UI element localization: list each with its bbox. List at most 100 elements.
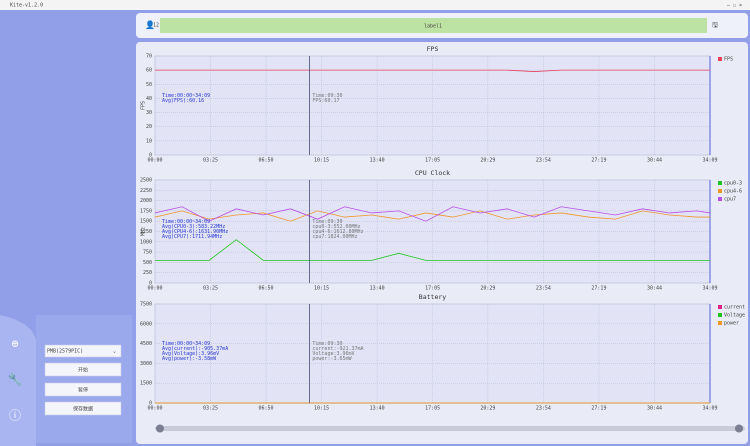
sidebar-menu xyxy=(0,315,36,446)
control-panel xyxy=(36,315,132,443)
legend-label: FPS xyxy=(724,57,733,63)
summary-text: Avg(current):-905.37mA xyxy=(162,346,228,352)
status-field xyxy=(160,18,707,33)
legend-label: Voltage xyxy=(724,313,745,319)
legend-swatch xyxy=(718,197,722,201)
button-label: 暂停 xyxy=(78,387,88,394)
scroll-handle-left[interactable] xyxy=(156,424,164,433)
y-tick-label: 0 xyxy=(149,401,152,407)
summary-text: Time:00:00~34:09 xyxy=(162,93,210,99)
x-tick-label: 06:50 xyxy=(259,406,274,412)
dropdown-arrow: ⌄ xyxy=(113,349,116,355)
y-tick-label: 10 xyxy=(146,138,152,144)
legend-swatch xyxy=(718,305,722,309)
window-title: Kite-v1.2.0 xyxy=(10,3,43,9)
legend-swatch xyxy=(718,189,722,193)
cursor-text: cpu7:1824.00MHz xyxy=(312,234,357,240)
x-tick-label: 10:15 xyxy=(314,406,329,412)
legend-label: current xyxy=(724,305,745,311)
chart-title: Battery xyxy=(419,293,446,301)
y-tick-label: 6000 xyxy=(140,321,152,327)
summary-text: Avg(FPS):60.16 xyxy=(162,98,204,104)
x-tick-label: 03:25 xyxy=(203,406,218,412)
x-tick-label: 20:29 xyxy=(480,158,495,164)
chart-title: FPS xyxy=(427,45,439,53)
x-tick-label: 10:15 xyxy=(314,158,329,164)
cursor-text: cpu0-3:552.00MHz xyxy=(312,224,360,230)
y-tick-label: 1750 xyxy=(140,208,152,214)
scrollbar-track[interactable] xyxy=(155,426,745,431)
title-bar xyxy=(0,0,750,10)
user-count: 12 xyxy=(153,23,159,29)
chart-title: CPU Clock xyxy=(415,169,450,177)
x-tick-label: 13:40 xyxy=(370,158,385,164)
x-tick-label: 23:54 xyxy=(536,158,551,164)
series-line xyxy=(155,69,710,72)
x-tick-label: 10:15 xyxy=(314,286,329,292)
x-tick-label: 20:29 xyxy=(480,406,495,412)
y-axis-label: FPS xyxy=(141,101,147,110)
cursor-text: power:-3.65mW xyxy=(312,356,352,362)
process-select[interactable] xyxy=(44,344,122,358)
x-tick-label: 30:44 xyxy=(647,286,662,292)
add-icon[interactable]: ⊕ xyxy=(11,337,18,351)
x-tick-label: 17:05 xyxy=(425,158,440,164)
y-tick-label: 4500 xyxy=(140,341,152,347)
x-tick-label: 27:19 xyxy=(591,286,606,292)
summary-text: Avg(Voltage):3.96mV xyxy=(162,351,219,357)
info-icon[interactable]: ⓘ xyxy=(9,409,21,423)
cursor-text: Time:09:30 xyxy=(312,341,342,347)
summary-text: Avg(CPU0-3):583.22MHz xyxy=(162,224,225,230)
x-tick-label: 27:19 xyxy=(591,406,606,412)
window-buttons[interactable]: — ☐ ✕ xyxy=(727,3,742,9)
x-tick-label: 34:09 xyxy=(702,406,717,412)
y-tick-label: 30 xyxy=(146,110,152,116)
user-icon: 👤 xyxy=(145,20,155,30)
y-tick-label: 2000 xyxy=(140,198,152,204)
y-tick-label: 0 xyxy=(149,281,152,287)
y-tick-label: 3000 xyxy=(140,361,152,367)
y-tick-label: 250 xyxy=(143,270,152,276)
x-tick-label: 20:29 xyxy=(480,286,495,292)
x-tick-label: 30:44 xyxy=(647,406,662,412)
x-tick-label: 23:54 xyxy=(536,286,551,292)
x-tick-label: 00:00 xyxy=(147,158,162,164)
y-axis-label: MHz xyxy=(141,227,147,236)
y-tick-label: 1250 xyxy=(140,229,152,235)
status-label: label1 xyxy=(424,24,442,30)
y-tick-label: 20 xyxy=(146,124,152,130)
y-tick-label: 40 xyxy=(146,96,152,102)
settings-icon[interactable]: 🔧 xyxy=(8,372,23,387)
series-line xyxy=(155,239,710,261)
x-tick-label: 30:44 xyxy=(647,158,662,164)
legend-label: cpu4-6 xyxy=(724,189,742,195)
series-line xyxy=(155,210,710,222)
summary-text: Time:00:00~34:09 xyxy=(162,341,210,347)
pause-button[interactable] xyxy=(44,382,122,397)
start-button[interactable] xyxy=(44,362,122,377)
legend-label: cpu0-3 xyxy=(724,181,742,187)
x-tick-label: 34:09 xyxy=(702,286,717,292)
y-tick-label: 60 xyxy=(146,68,152,74)
x-tick-label: 13:40 xyxy=(370,406,385,412)
scroll-handle-right[interactable] xyxy=(735,424,743,433)
x-tick-label: 00:00 xyxy=(147,406,162,412)
cursor-text: FPS:60.17 xyxy=(312,98,339,104)
summary-text: Time:00:00~34:09 xyxy=(162,219,210,225)
button-label: 开始 xyxy=(78,367,88,374)
x-tick-label: 06:50 xyxy=(259,286,274,292)
x-tick-label: 34:09 xyxy=(702,158,717,164)
cursor-text: current:-921.37mA xyxy=(312,346,363,352)
x-tick-label: 03:25 xyxy=(203,158,218,164)
legend-swatch xyxy=(718,321,722,325)
save-icon[interactable]: 🖫 xyxy=(712,21,718,29)
y-tick-label: 1000 xyxy=(140,239,152,245)
x-tick-label: 00:00 xyxy=(147,286,162,292)
legend-swatch xyxy=(718,181,722,185)
series-line xyxy=(155,206,710,222)
y-tick-label: 1500 xyxy=(140,381,152,387)
y-tick-label: 7500 xyxy=(140,302,152,308)
process-label: PMB(2579PIC) xyxy=(47,349,83,355)
save-button[interactable] xyxy=(44,401,122,416)
